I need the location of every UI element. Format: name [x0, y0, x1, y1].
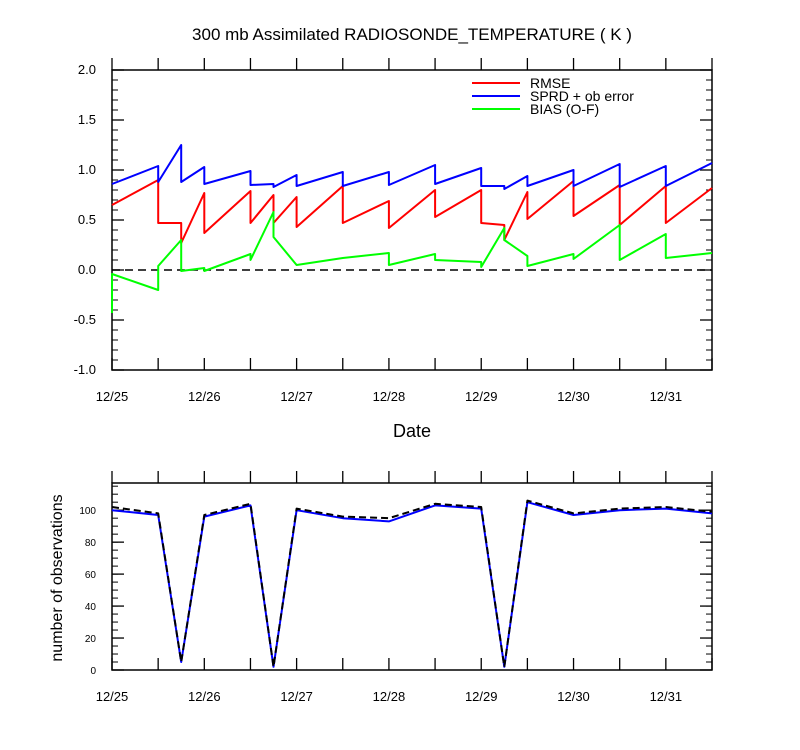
- y-tick-label: -1.0: [74, 362, 96, 377]
- x-axis-label: Date: [393, 421, 431, 441]
- x-tick-label: 12/31: [650, 689, 683, 704]
- x-tick-label: 12/27: [280, 689, 313, 704]
- x-tick-label: 12/29: [465, 689, 498, 704]
- x-tick-label: 12/29: [465, 389, 498, 404]
- axis-ticks: [111, 471, 713, 671]
- series-lines: [111, 499, 713, 668]
- y-tick-label: 2.0: [78, 62, 96, 77]
- y-tick-label: 100: [79, 506, 96, 517]
- series-line-bias-o-f: [111, 211, 713, 313]
- x-tick-label: 12/26: [188, 689, 221, 704]
- series-line-sprd-ob-error: [111, 144, 713, 190]
- x-tick-label: 12/27: [280, 389, 313, 404]
- y-tick-label: 0.5: [78, 212, 96, 227]
- legend-label: SPRD + ob error: [530, 88, 634, 104]
- x-tick-label: 12/31: [650, 389, 683, 404]
- y-axis-label: number of observations: [49, 494, 66, 661]
- y-tick-label: 0.0: [78, 262, 96, 277]
- y-tick-label: 0: [90, 666, 96, 677]
- y-tick-label: 60: [85, 570, 97, 581]
- series-line-observations-used: [111, 501, 713, 668]
- y-tick-label: 1.0: [78, 162, 96, 177]
- legend-label: BIAS (O-F): [530, 101, 599, 117]
- y-tick-label: 20: [85, 634, 97, 645]
- x-tick-label: 12/28: [373, 389, 406, 404]
- x-tick-label: 12/30: [557, 689, 590, 704]
- plot-frame: [111, 482, 713, 671]
- legend-label: RMSE: [530, 75, 570, 91]
- x-tick-labels: 12/25 12/26 12/27 12/28 12/29 12/30 12/31: [96, 689, 682, 704]
- x-tick-label: 12/28: [373, 689, 406, 704]
- y-tick-label: 40: [85, 602, 97, 613]
- series-line-rmse: [111, 179, 713, 244]
- series-lines: [111, 144, 713, 313]
- y-tick-labels: 2.0 1.5 1.0 0.5 0.0 -0.5 -1.0: [74, 62, 96, 377]
- top-panel: 300 mb Assimilated RADIOSONDE_TEMPERATUR…: [74, 25, 713, 441]
- x-tick-labels: 12/25 12/26 12/27 12/28 12/29 12/30 12/31: [96, 389, 682, 404]
- x-tick-label: 12/26: [188, 389, 221, 404]
- y-tick-label: -0.5: [74, 312, 96, 327]
- y-tick-label: 1.5: [78, 112, 96, 127]
- plot-frame: [111, 69, 713, 371]
- axis-ticks: [111, 58, 713, 371]
- y-tick-label: 80: [85, 538, 97, 549]
- x-tick-label: 12/30: [557, 389, 590, 404]
- y-tick-labels: 100 80 60 40 20 0: [79, 506, 96, 677]
- chart-title: 300 mb Assimilated RADIOSONDE_TEMPERATUR…: [192, 25, 632, 44]
- x-tick-label: 12/25: [96, 689, 129, 704]
- x-tick-label: 12/25: [96, 389, 129, 404]
- series-line-observations-total: [111, 499, 713, 668]
